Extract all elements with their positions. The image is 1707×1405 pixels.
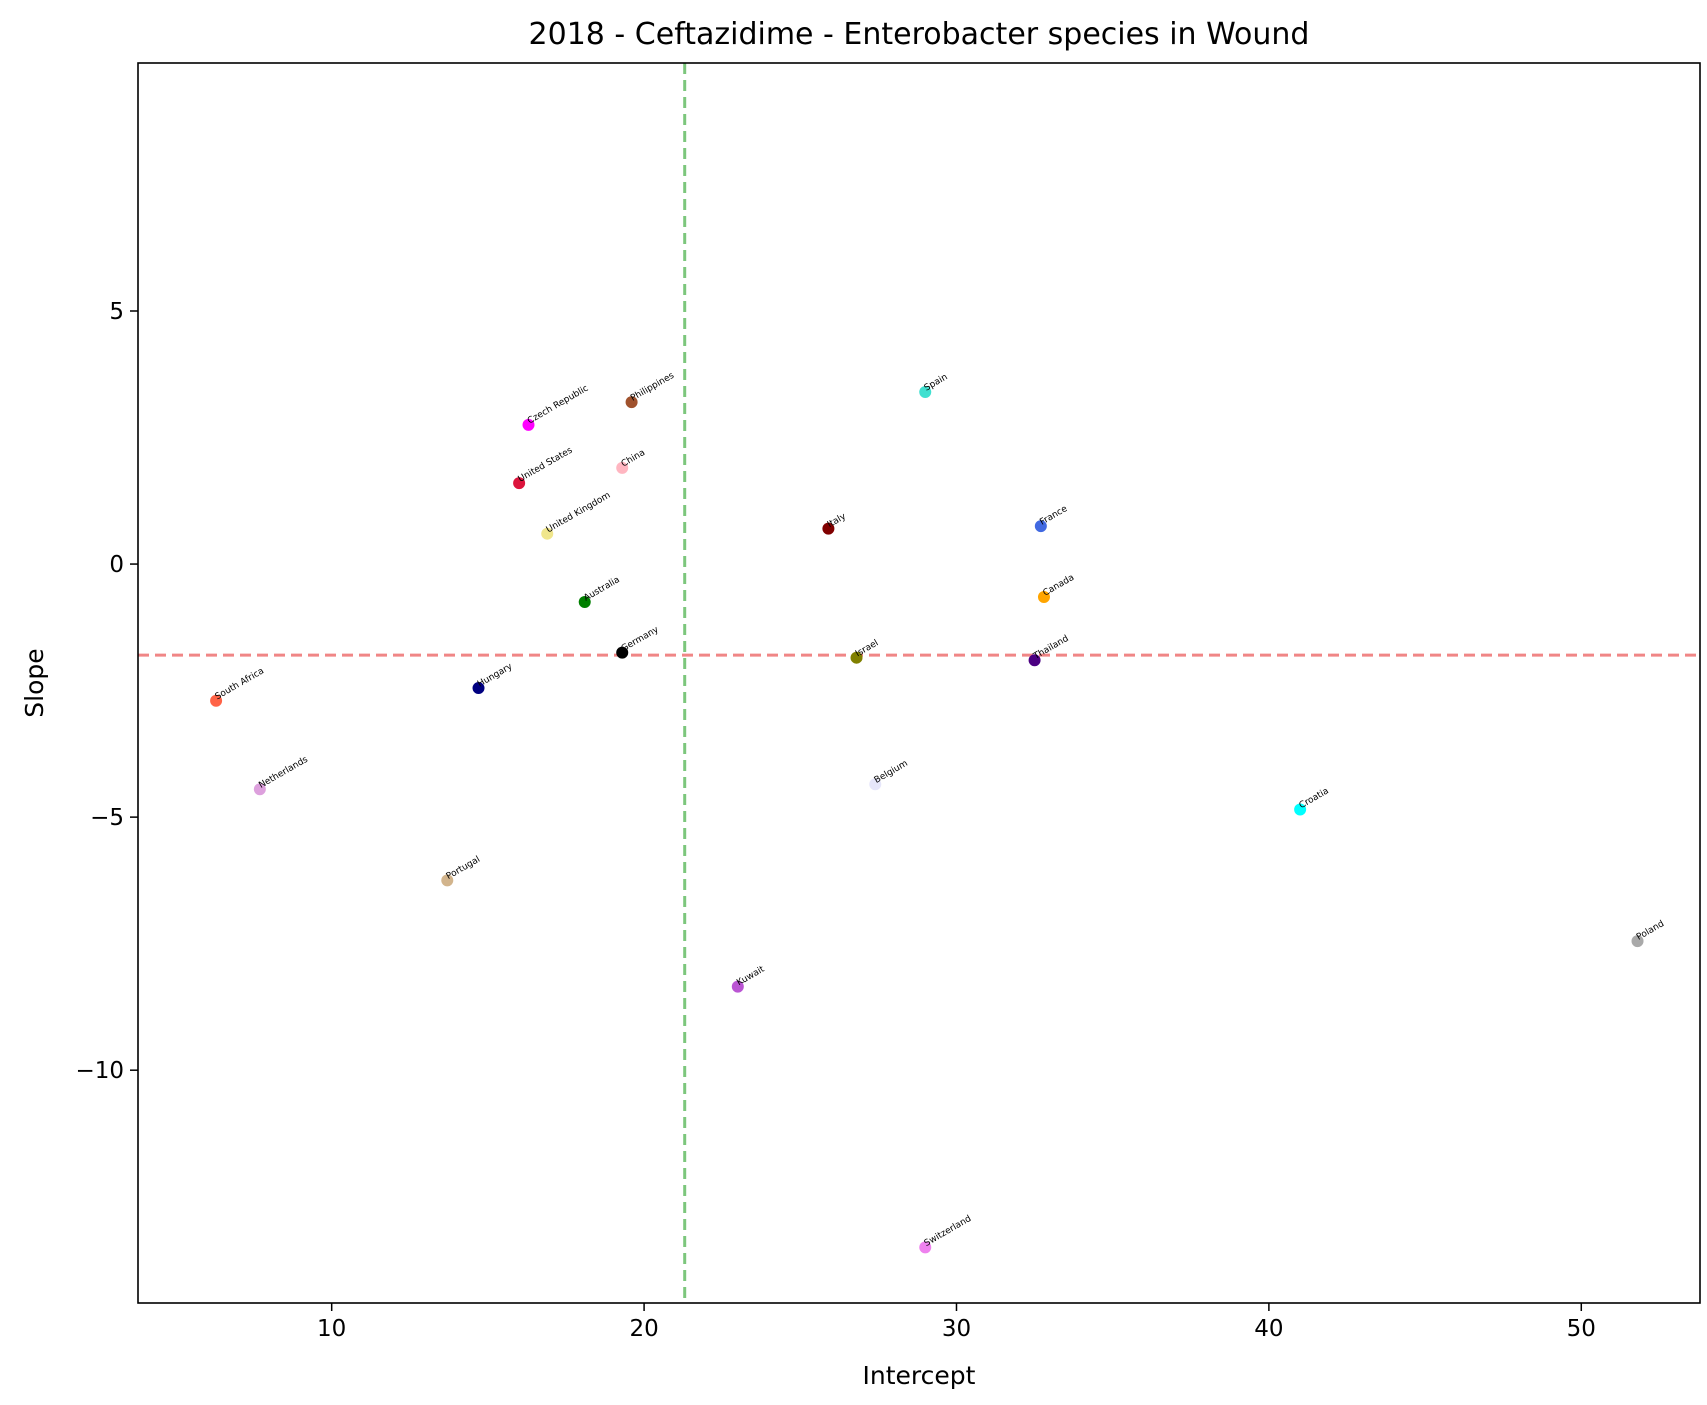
x-tick-label: 10 (317, 1316, 346, 1342)
data-point (850, 651, 863, 664)
data-point (919, 385, 932, 398)
point-label: United Kingdom (545, 491, 613, 536)
data-point (210, 694, 223, 707)
data-point (919, 1241, 932, 1254)
y-tick-label: 5 (109, 299, 124, 325)
point-label: Netherlands (257, 755, 310, 791)
data-point (625, 396, 638, 409)
x-tick-label: 20 (629, 1316, 658, 1342)
x-axis-label: Intercept (863, 1361, 976, 1390)
data-point (1034, 520, 1047, 533)
point-label: Poland (1635, 919, 1666, 943)
point-label: Czech Republic (526, 384, 590, 427)
data-point (1028, 654, 1041, 667)
point-label: Thailand (1031, 634, 1070, 662)
point-label: Canada (1041, 573, 1076, 599)
point-label: Hungary (476, 661, 515, 689)
y-tick-label: −5 (90, 805, 124, 831)
x-tick-label: 30 (942, 1316, 971, 1342)
point-label: Switzerland (923, 1214, 973, 1249)
point-label: South Africa (214, 666, 266, 702)
point-label: Croatia (1298, 786, 1331, 811)
point-label: Australia (582, 575, 621, 604)
point-label: Italy (826, 511, 848, 530)
point-label: China (620, 448, 647, 470)
data-point (253, 783, 266, 796)
data-point (541, 527, 554, 540)
y-tick-label: 0 (109, 552, 124, 578)
data-points (210, 385, 1644, 1254)
point-label: Spain (923, 372, 950, 393)
point-label: Belgium (873, 759, 910, 786)
data-point (522, 418, 535, 431)
data-point (869, 778, 882, 791)
chart-title: 2018 - Ceftazidime - Enterobacter specie… (529, 17, 1310, 52)
plot-area-frame (137, 62, 1701, 1304)
x-tick-label: 50 (1567, 1316, 1596, 1342)
point-labels: South Africa Netherlands Portugal Hungary Un… (214, 371, 1666, 1249)
y-axis-label: Slope (20, 648, 49, 717)
data-point (441, 874, 454, 887)
point-label: France (1038, 504, 1069, 528)
data-point (1037, 590, 1050, 603)
point-label: Philippines (629, 371, 676, 404)
point-label: United States (517, 445, 575, 484)
data-point (616, 646, 629, 659)
data-point (616, 461, 629, 474)
data-point (578, 596, 591, 609)
point-label: Kuwait (735, 964, 766, 988)
y-tick-label: −10 (75, 1058, 124, 1084)
x-tick-label: 40 (1254, 1316, 1283, 1342)
point-label: Germany (620, 625, 661, 655)
point-label: Portugal (445, 855, 482, 882)
reference-lines (138, 63, 1700, 1303)
data-point (472, 682, 485, 695)
data-point (822, 522, 835, 535)
data-point (513, 477, 526, 490)
y-axis-ticks: 5 0 −5 −10 (75, 299, 138, 1084)
data-point (1294, 803, 1307, 816)
x-axis-ticks: 10 20 30 40 50 (317, 1303, 1596, 1342)
data-point (1631, 935, 1644, 948)
data-point (731, 980, 744, 993)
